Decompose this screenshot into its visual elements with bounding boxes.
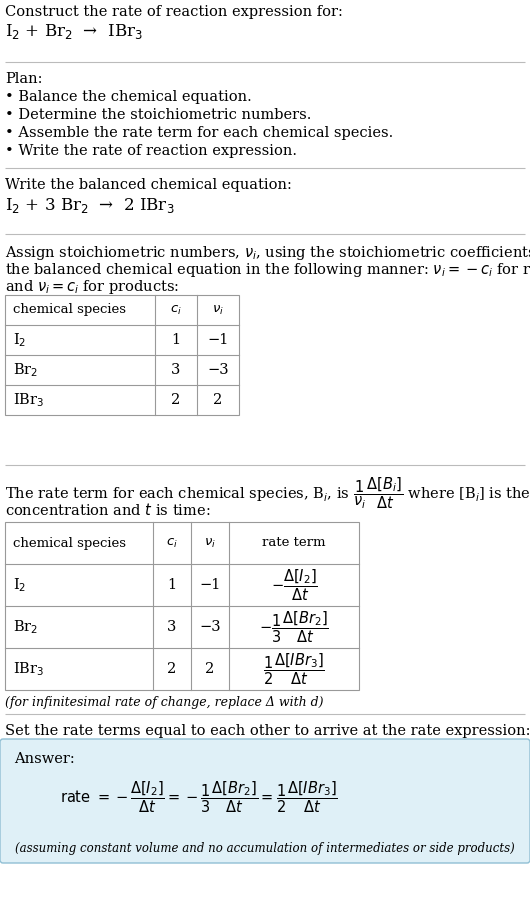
Bar (5, 295, 239, 415)
Text: $c_i$: $c_i$ (166, 537, 178, 550)
Text: −3: −3 (207, 363, 229, 377)
Text: $\nu_i$: $\nu_i$ (204, 537, 216, 550)
Text: I$_2$: I$_2$ (13, 576, 26, 594)
Text: concentration and $t$ is time:: concentration and $t$ is time: (5, 502, 210, 518)
Text: The rate term for each chemical species, B$_i$, is $\dfrac{1}{\nu_i}\dfrac{\Delt: The rate term for each chemical species,… (5, 475, 530, 511)
Text: Answer:: Answer: (14, 752, 75, 766)
Text: Set the rate terms equal to each other to arrive at the rate expression:: Set the rate terms equal to each other t… (5, 724, 530, 738)
Text: −3: −3 (199, 620, 221, 634)
Text: 2: 2 (167, 662, 176, 676)
Text: the balanced chemical equation in the following manner: $\nu_i = -c_i$ for react: the balanced chemical equation in the fo… (5, 261, 530, 279)
Text: $\dfrac{1}{2}\dfrac{\Delta[IBr_3]}{\Delta t}$: $\dfrac{1}{2}\dfrac{\Delta[IBr_3]}{\Delt… (263, 652, 325, 687)
Text: and $\nu_i = c_i$ for products:: and $\nu_i = c_i$ for products: (5, 278, 179, 296)
Text: Br$_2$: Br$_2$ (13, 618, 38, 636)
Text: $\nu_i$: $\nu_i$ (212, 303, 224, 317)
Text: chemical species: chemical species (13, 537, 126, 550)
Text: chemical species: chemical species (13, 304, 126, 317)
Text: • Write the rate of reaction expression.: • Write the rate of reaction expression. (5, 144, 297, 158)
Text: 1: 1 (171, 333, 181, 347)
Text: $-\dfrac{\Delta[I_2]}{\Delta t}$: $-\dfrac{\Delta[I_2]}{\Delta t}$ (270, 567, 317, 602)
Text: • Balance the chemical equation.: • Balance the chemical equation. (5, 90, 252, 104)
Text: 1: 1 (167, 578, 176, 592)
Text: $c_i$: $c_i$ (170, 303, 182, 317)
Text: $-\dfrac{1}{3}\dfrac{\Delta[Br_2]}{\Delta t}$: $-\dfrac{1}{3}\dfrac{\Delta[Br_2]}{\Delt… (259, 609, 329, 645)
Text: 3: 3 (171, 363, 181, 377)
Text: Plan:: Plan: (5, 72, 42, 86)
Text: IBr$_3$: IBr$_3$ (13, 391, 45, 409)
Bar (5, 522, 359, 690)
Text: I$_2$: I$_2$ (13, 331, 26, 349)
Text: 3: 3 (167, 620, 176, 634)
Text: rate $= -\dfrac{\Delta[I_2]}{\Delta t} = -\dfrac{1}{3}\dfrac{\Delta[Br_2]}{\Delt: rate $= -\dfrac{\Delta[I_2]}{\Delta t} =… (60, 779, 338, 814)
Text: I$_2$ + Br$_2$  →  IBr$_3$: I$_2$ + Br$_2$ → IBr$_3$ (5, 22, 143, 41)
Text: Br$_2$: Br$_2$ (13, 361, 38, 379)
Text: (assuming constant volume and no accumulation of intermediates or side products): (assuming constant volume and no accumul… (15, 842, 515, 855)
Text: Write the balanced chemical equation:: Write the balanced chemical equation: (5, 178, 292, 192)
Text: • Assemble the rate term for each chemical species.: • Assemble the rate term for each chemic… (5, 126, 393, 140)
Text: 2: 2 (171, 393, 181, 407)
Text: Assign stoichiometric numbers, $\nu_i$, using the stoichiometric coefficients, $: Assign stoichiometric numbers, $\nu_i$, … (5, 244, 530, 262)
Text: Construct the rate of reaction expression for:: Construct the rate of reaction expressio… (5, 5, 343, 19)
Text: I$_2$ + 3 Br$_2$  →  2 IBr$_3$: I$_2$ + 3 Br$_2$ → 2 IBr$_3$ (5, 196, 174, 215)
FancyBboxPatch shape (0, 739, 530, 863)
Text: −1: −1 (199, 578, 220, 592)
Text: 2: 2 (206, 662, 215, 676)
Text: 2: 2 (214, 393, 223, 407)
Text: • Determine the stoichiometric numbers.: • Determine the stoichiometric numbers. (5, 108, 312, 122)
Text: (for infinitesimal rate of change, replace Δ with d): (for infinitesimal rate of change, repla… (5, 696, 323, 709)
Text: −1: −1 (207, 333, 228, 347)
Text: IBr$_3$: IBr$_3$ (13, 660, 45, 678)
Text: rate term: rate term (262, 537, 326, 550)
